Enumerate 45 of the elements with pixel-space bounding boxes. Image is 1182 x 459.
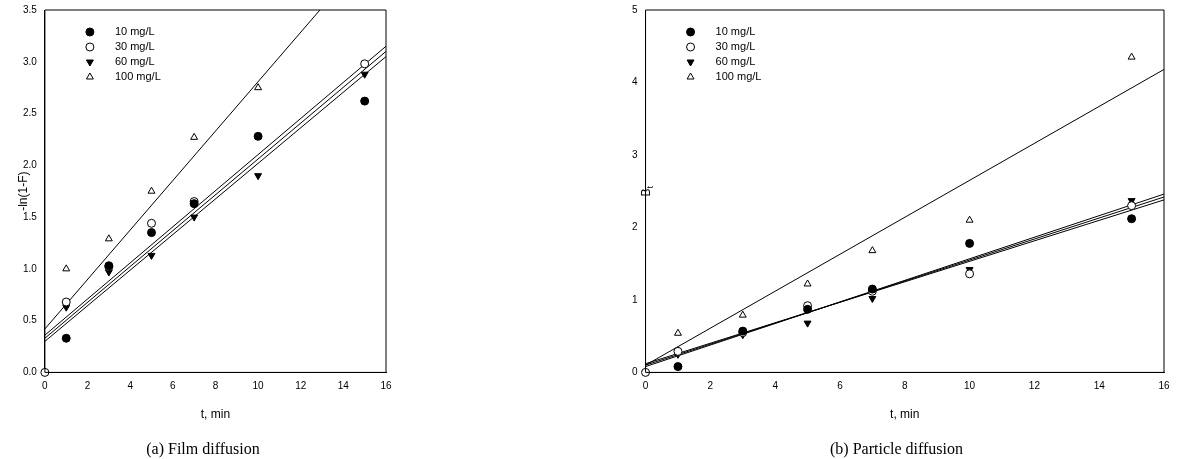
x-tick-label: 14 [1093,380,1106,392]
x-tick-label: 4 [127,380,134,392]
text: (b) Particle diffusion [829,439,964,458]
x-tick-label: 6 [837,380,844,392]
x-tick-label: 0 [42,380,49,392]
y-tick-label: 5 [632,3,638,15]
legend-label: 30 mg/L [114,40,155,53]
x-tick-label: 8 [212,380,219,392]
x-tick-label: 6 [170,380,177,392]
legend-label: 100 mg/L [114,70,161,83]
y-tick-label: 0.0 [23,366,38,378]
y-tick-label: 2.0 [23,159,38,171]
legend-label: 10 mg/L [715,25,756,38]
y-tick-label: 0.5 [23,314,38,326]
x-tick-label: 0 [642,380,649,392]
text: (a) Film diffusion [146,439,260,458]
x-tick-label: 2 [707,380,714,392]
legend-label: 60 mg/L [715,55,756,68]
x-tick-label: 12 [1028,380,1041,392]
legend-label: 10 mg/L [114,25,155,38]
x-tick-label: 4 [772,380,779,392]
x-axis-title: t, min [200,406,231,421]
y-axis-title: -ln(1-F) [16,171,31,211]
y-tick-label: 0 [632,366,638,378]
y-tick-label: 4 [632,76,638,88]
x-tick-label: 12 [295,380,307,392]
y-tick-label: 2 [632,221,638,233]
x-tick-label: 8 [902,380,908,392]
legend-label: 30 mg/L [715,40,756,53]
x-tick-label: 10 [252,380,265,392]
y-tick-label: 2.5 [23,107,38,119]
x-axis-title: t, min [890,406,920,421]
y-tick-label: 1.0 [23,262,38,274]
y-tick-label: 1.5 [23,210,38,222]
x-tick-label: 2 [84,380,91,392]
x-tick-label: 16 [1158,380,1170,392]
y-tick-label: 1 [632,293,638,305]
x-tick-label: 10 [964,380,976,392]
legend-label: 60 mg/L [114,55,155,68]
y-tick-label: 3.5 [23,3,38,15]
y-tick-label: 3 [632,148,638,160]
x-tick-label: 14 [337,380,350,392]
x-tick-label: 16 [380,380,392,392]
y-tick-label: 3.0 [23,55,38,67]
legend-label: 100 mg/L [715,70,762,83]
